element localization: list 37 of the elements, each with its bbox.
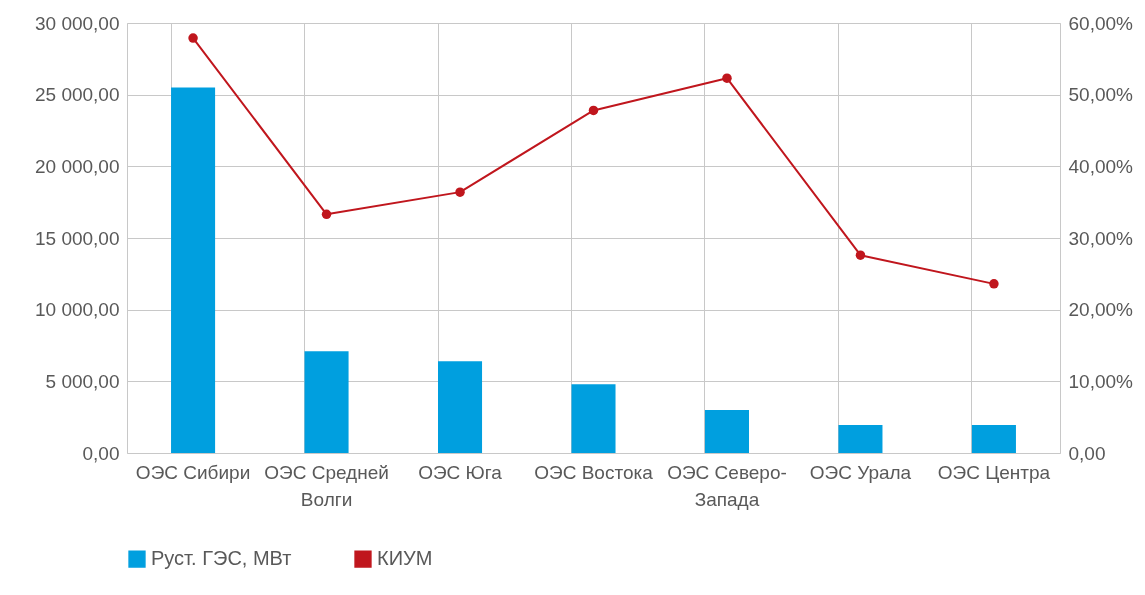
bar xyxy=(171,87,216,453)
x-tick-label: ОЭС Средней Волги xyxy=(264,461,389,510)
y-tick-label: 0,00 xyxy=(82,442,120,464)
bar xyxy=(438,361,483,453)
y2-tick-label: 40,00% xyxy=(1068,155,1134,177)
legend-label: КИУМ xyxy=(377,547,433,570)
bar xyxy=(704,410,749,453)
point xyxy=(321,209,332,220)
bar xyxy=(838,425,883,453)
y2-tick-label: 20,00% xyxy=(1068,299,1134,321)
x-tick-label: ОЭС Юга xyxy=(418,461,503,483)
bar xyxy=(304,351,349,453)
x-tick-label: ОЭС Северо-Запада xyxy=(667,461,787,510)
point xyxy=(722,73,732,83)
point xyxy=(989,279,999,289)
y2-tick-label: 10,00% xyxy=(1068,370,1134,392)
point xyxy=(188,33,198,43)
x-tick-label: ОЭС Сибири xyxy=(135,461,251,483)
point xyxy=(455,187,465,197)
point xyxy=(855,250,866,260)
bar xyxy=(571,384,616,453)
y2-tick-label: 60,00% xyxy=(1068,12,1134,34)
x-tick-label: ОЭС Центра xyxy=(937,461,1051,483)
legend-label: Руст. ГЭС, МВт xyxy=(151,547,292,570)
y2-tick-label: 30,00% xyxy=(1068,227,1134,249)
y-tick-label: 20 000,00 xyxy=(34,155,120,177)
y-tick-label: 5 000,00 xyxy=(45,370,120,392)
point xyxy=(588,105,599,116)
bar xyxy=(971,425,1016,453)
x-tick-label: ОЭС Востока xyxy=(534,461,654,483)
y2-tick-label: 0,00 xyxy=(1068,442,1106,464)
y-tick-label: 25 000,00 xyxy=(34,84,120,106)
y2-tick-label: 50,00% xyxy=(1068,84,1134,106)
y-tick-label: 10 000,00 xyxy=(34,299,120,321)
x-tick-label: ОЭС Урала xyxy=(809,461,912,483)
y-tick-label: 15 000,00 xyxy=(34,227,120,249)
y-tick-label: 30 000,00 xyxy=(34,12,120,34)
